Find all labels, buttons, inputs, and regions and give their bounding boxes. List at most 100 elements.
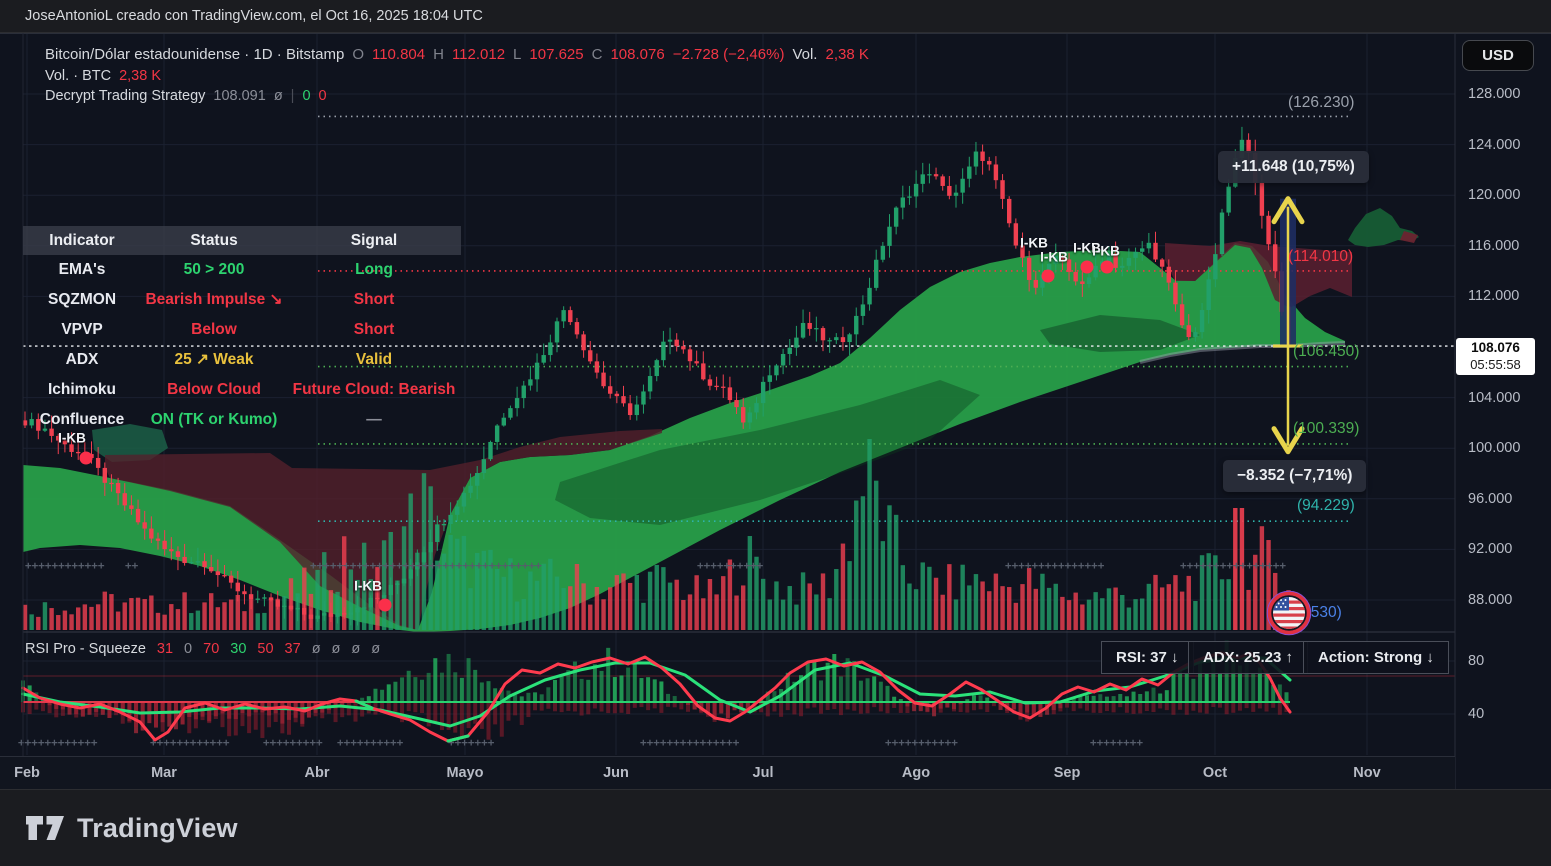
legend-token: 110.804 xyxy=(371,46,426,63)
volume-bar xyxy=(774,581,779,630)
candle-body xyxy=(1133,251,1138,258)
candle-body xyxy=(115,482,121,494)
svg-text:++++++++++++: ++++++++++++ xyxy=(25,559,105,572)
candle-body xyxy=(933,174,939,177)
candle-body xyxy=(42,428,48,431)
candle-body xyxy=(993,164,999,181)
time-axis-month[interactable]: Oct xyxy=(1202,765,1228,781)
indicator-status: Below Cloud xyxy=(167,381,261,398)
rsi-indicator-legend[interactable]: RSI Pro - Squeeze 31 0 70 30 50 37 ø ø ø ø xyxy=(25,641,380,657)
candle-body xyxy=(701,363,706,380)
candle-body xyxy=(900,197,905,208)
candle-body xyxy=(122,493,127,506)
candle-body xyxy=(228,575,234,583)
candle-body xyxy=(920,174,925,184)
candle-body xyxy=(1013,223,1019,246)
candle-body xyxy=(56,435,61,441)
volume-bar xyxy=(794,604,799,630)
volume-bar xyxy=(122,602,127,630)
volume-bar xyxy=(29,614,34,630)
candle-body xyxy=(760,381,766,404)
volume-bar xyxy=(827,598,832,630)
volume-bar xyxy=(561,588,566,630)
candle-body xyxy=(428,541,433,553)
candle-body xyxy=(475,473,480,486)
volume-bar xyxy=(820,573,826,630)
time-axis-month[interactable]: Jul xyxy=(752,765,774,781)
candle-body xyxy=(1166,266,1171,283)
table-header: Indicator xyxy=(23,226,141,255)
candle-body xyxy=(322,613,327,616)
candle-body xyxy=(395,583,400,585)
candle-body xyxy=(401,578,407,584)
volume-bar xyxy=(202,602,207,630)
attribution-bar: JoseAntonioL creado con TradingView.com,… xyxy=(0,0,1551,33)
candle-body xyxy=(202,561,207,568)
volume-bar xyxy=(920,562,925,630)
candle-body xyxy=(1053,255,1058,264)
volume-bar xyxy=(448,534,453,630)
volume-legend[interactable]: Vol. · BTC 2,38 K xyxy=(45,68,161,84)
volume-bar xyxy=(95,604,101,630)
time-axis-month[interactable]: Feb xyxy=(14,765,40,781)
volume-bar xyxy=(568,586,573,630)
candle-body xyxy=(275,600,280,607)
us-flag-event-icon[interactable] xyxy=(1266,590,1312,636)
volume-bar xyxy=(1266,540,1271,630)
time-axis-month[interactable]: Mar xyxy=(151,765,177,781)
candle-body xyxy=(960,178,965,193)
strategy-legend[interactable]: Decrypt Trading Strategy 108.091 ø | 0 0 xyxy=(45,88,327,104)
volume-bar xyxy=(834,569,839,630)
candle-body xyxy=(661,341,666,361)
legend-token: H xyxy=(433,46,444,63)
tradingview-logo-icon[interactable] xyxy=(25,813,65,843)
candle-body xyxy=(800,322,806,338)
candle-body xyxy=(461,492,467,507)
time-axis-month[interactable]: Ago xyxy=(901,765,931,781)
candle-body xyxy=(1219,212,1225,255)
candle-body xyxy=(135,508,141,523)
volume-bar xyxy=(707,579,713,630)
price-axis-tick: 96.000 xyxy=(1468,490,1513,507)
candle-body xyxy=(667,339,673,342)
volume-bar xyxy=(1166,584,1171,630)
price-level-label: (94.229) xyxy=(1297,497,1355,514)
volume-bar xyxy=(933,577,939,630)
volume-bar xyxy=(42,602,48,630)
tradingview-brand-text: TradingView xyxy=(77,812,238,843)
volume-bar xyxy=(1199,555,1205,630)
time-axis-month[interactable]: Abr xyxy=(304,765,330,781)
volume-bar xyxy=(76,607,81,630)
symbol-legend[interactable]: Bitcoin/Dólar estadounidense · 1D · Bits… xyxy=(45,46,869,63)
candle-body xyxy=(142,522,147,529)
time-axis-month[interactable]: Nov xyxy=(1353,765,1381,781)
time-axis-month[interactable]: Sep xyxy=(1053,765,1081,781)
time-axis[interactable]: Feb Mar Abr Mayo Jun Jul Ago Sep Oct Nov xyxy=(0,756,1455,790)
rsi-badge: RSI: 37 ↓ xyxy=(1101,641,1194,674)
time-axis-month[interactable]: Mayo xyxy=(446,765,484,781)
legend-token: ø xyxy=(273,88,283,104)
candle-body xyxy=(189,562,194,564)
candle-body xyxy=(182,556,187,564)
indicator-signal: Short xyxy=(353,321,395,338)
volume-bar xyxy=(1186,575,1191,630)
volume-bar xyxy=(222,602,227,630)
volume-bar xyxy=(1233,508,1238,630)
volume-bar xyxy=(1046,587,1052,630)
ikb-dot xyxy=(378,598,392,612)
candle-body xyxy=(1033,279,1038,288)
volume-bar xyxy=(634,574,639,630)
volume-bar xyxy=(641,602,646,630)
volume-bar xyxy=(727,559,733,630)
candle-body xyxy=(541,355,546,363)
time-axis-month[interactable]: Jun xyxy=(603,765,629,781)
legend-token: L xyxy=(513,46,522,63)
volume-bar xyxy=(1153,574,1158,630)
adx-badge: ADX: 25.23 ↑ xyxy=(1188,641,1309,674)
price-axis-tick: 112.000 xyxy=(1468,288,1520,305)
currency-toggle-button[interactable]: USD xyxy=(1462,40,1534,71)
volume-bar xyxy=(1226,579,1231,630)
candle-body xyxy=(235,582,240,592)
svg-text:+++++++++++++++: +++++++++++++++ xyxy=(1005,559,1105,572)
